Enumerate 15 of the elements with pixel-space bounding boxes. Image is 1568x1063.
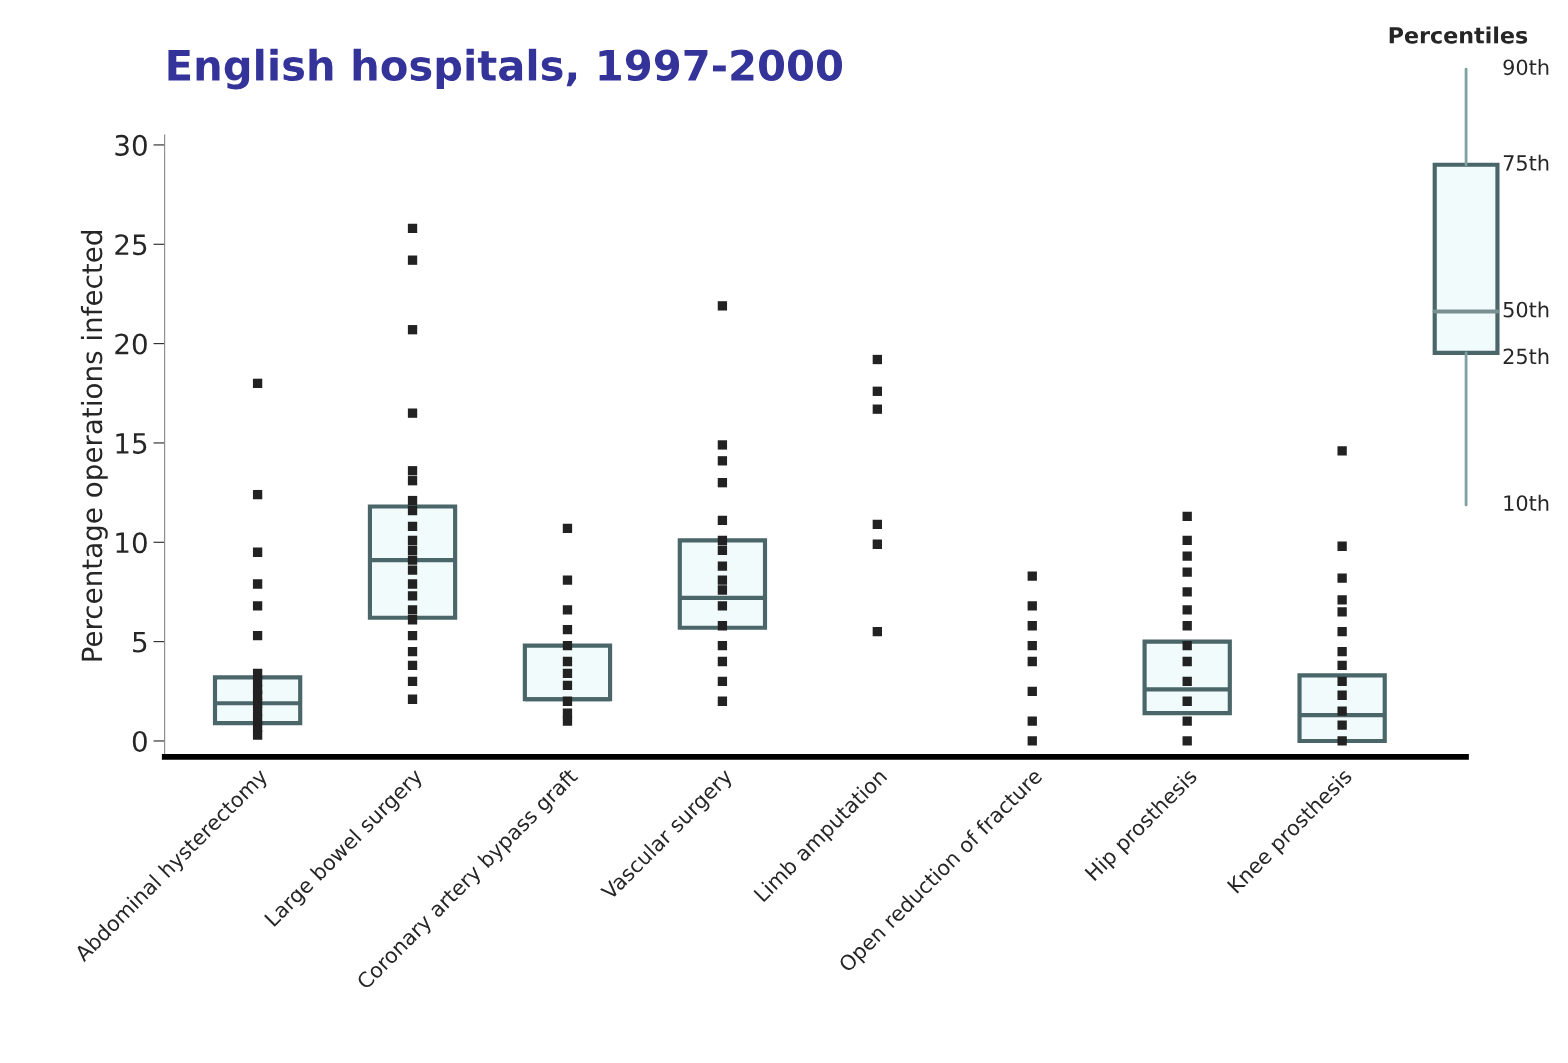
y-tick-label: 25 bbox=[115, 234, 147, 256]
y-tick-label: 30 bbox=[115, 134, 147, 156]
text: 25th bbox=[1503, 348, 1549, 365]
y-tick-label: 10 bbox=[116, 532, 147, 554]
text: 75th bbox=[1503, 154, 1549, 171]
text: Percentiles bbox=[1389, 26, 1528, 44]
y-tick-label: 0 bbox=[132, 730, 147, 752]
text: 10th bbox=[1504, 494, 1549, 511]
y-tick-label: 20 bbox=[115, 333, 147, 355]
y-axis-title: Percentage operations infected bbox=[80, 231, 108, 661]
y-tick-label: 5 bbox=[133, 631, 147, 653]
text: 90th bbox=[1503, 59, 1549, 76]
y-tick-label: 15 bbox=[116, 433, 147, 454]
chart-title: English hospitals, 1997-2000 bbox=[168, 48, 843, 90]
text: 50th bbox=[1503, 301, 1549, 318]
